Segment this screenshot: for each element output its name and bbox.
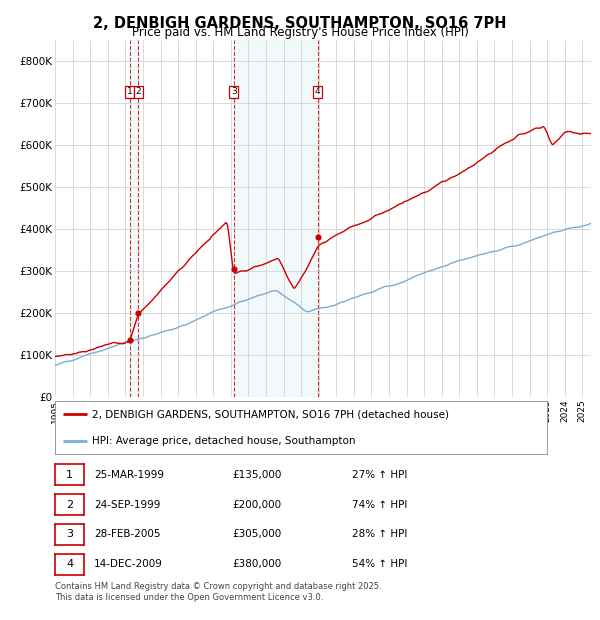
Point — [229, 264, 238, 274]
Text: 2, DENBIGH GARDENS, SOUTHAMPTON, SO16 7PH (detached house): 2, DENBIGH GARDENS, SOUTHAMPTON, SO16 7P… — [92, 409, 449, 419]
Text: 28% ↑ HPI: 28% ↑ HPI — [352, 529, 407, 539]
Bar — [233, 40, 318, 397]
Bar — [130, 40, 138, 397]
Text: 74% ↑ HPI: 74% ↑ HPI — [352, 500, 407, 510]
Text: £200,000: £200,000 — [232, 500, 281, 510]
Point — [125, 335, 134, 345]
Text: £380,000: £380,000 — [232, 559, 281, 569]
Text: Price paid vs. HM Land Registry's House Price Index (HPI): Price paid vs. HM Land Registry's House … — [131, 26, 469, 39]
Text: 2: 2 — [66, 500, 73, 510]
Text: 1: 1 — [66, 470, 73, 480]
Point — [313, 232, 323, 242]
Text: £135,000: £135,000 — [232, 470, 281, 480]
Text: £305,000: £305,000 — [232, 529, 281, 539]
Text: 24-SEP-1999: 24-SEP-1999 — [94, 500, 161, 510]
Text: 54% ↑ HPI: 54% ↑ HPI — [352, 559, 407, 569]
Text: 3: 3 — [231, 87, 236, 97]
Text: 4: 4 — [315, 87, 320, 97]
Text: 3: 3 — [66, 529, 73, 539]
Text: Contains HM Land Registry data © Crown copyright and database right 2025.
This d: Contains HM Land Registry data © Crown c… — [55, 582, 382, 601]
Text: HPI: Average price, detached house, Southampton: HPI: Average price, detached house, Sout… — [92, 436, 356, 446]
Text: 25-MAR-1999: 25-MAR-1999 — [94, 470, 164, 480]
Text: 2: 2 — [136, 87, 141, 97]
Point — [133, 308, 143, 318]
Text: 28-FEB-2005: 28-FEB-2005 — [94, 529, 161, 539]
Text: 1: 1 — [127, 87, 133, 97]
Text: 27% ↑ HPI: 27% ↑ HPI — [352, 470, 407, 480]
Text: 14-DEC-2009: 14-DEC-2009 — [94, 559, 163, 569]
Text: 2, DENBIGH GARDENS, SOUTHAMPTON, SO16 7PH: 2, DENBIGH GARDENS, SOUTHAMPTON, SO16 7P… — [93, 16, 507, 30]
Text: 4: 4 — [66, 559, 73, 569]
